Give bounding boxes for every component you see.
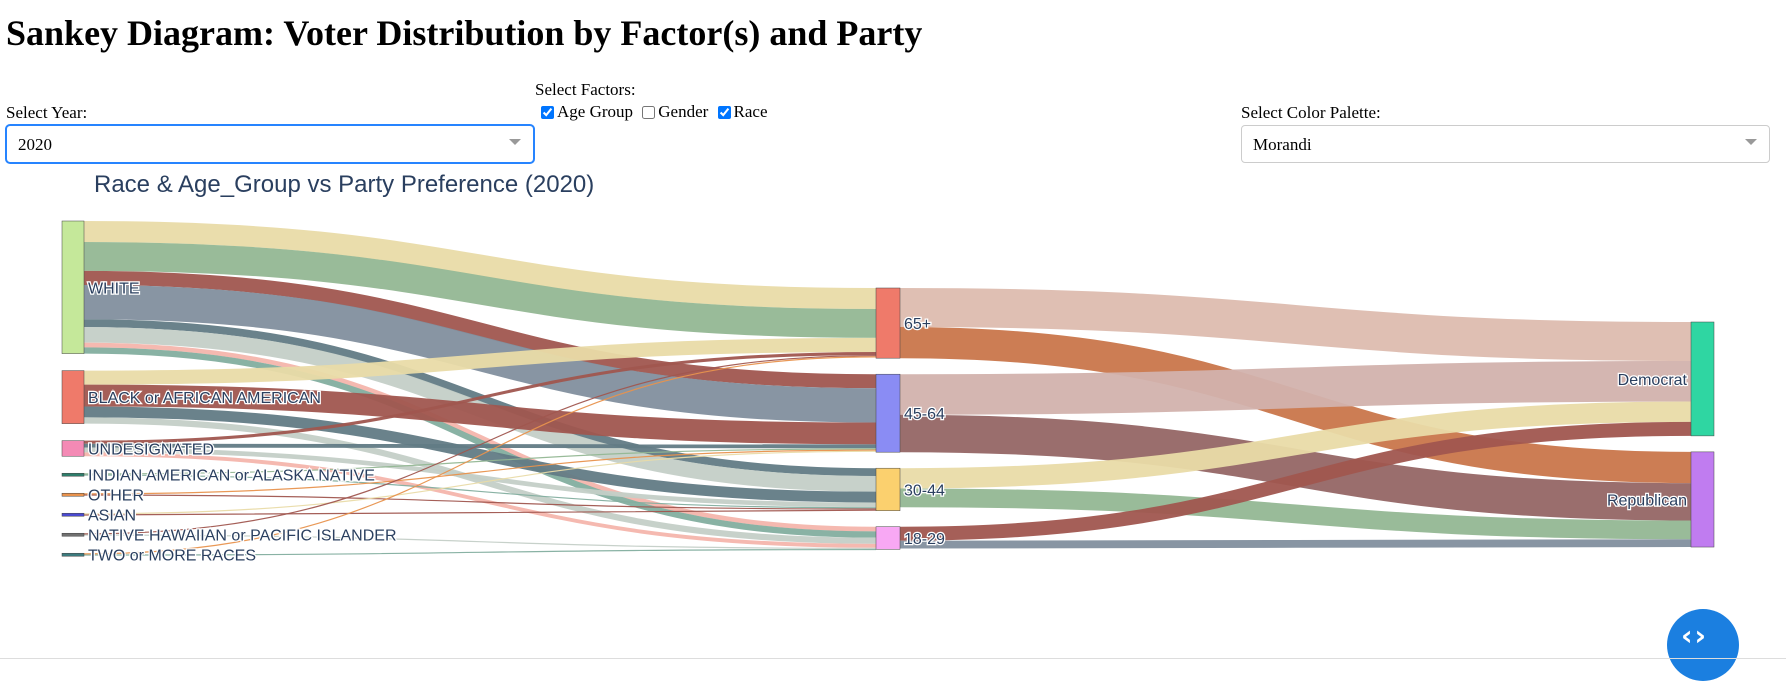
sankey-chart: Race & Age_Group vs Party Preference (20…: [61, 171, 1715, 566]
sankey-links: [83, 221, 1692, 556]
palette-dropdown-value: Morandi: [1253, 135, 1312, 154]
age-group-label: Age Group: [557, 102, 634, 121]
code-brackets-icon: ‹›: [1681, 619, 1709, 652]
sankey-link: [83, 474, 877, 509]
race-label: Race: [733, 102, 768, 121]
sankey-node: [875, 467, 901, 511]
sankey-node-label: OTHER: [88, 488, 144, 505]
sankey-node: [61, 492, 85, 497]
sankey-node: [875, 373, 901, 453]
sankey-link: [83, 448, 877, 475]
year-label: Select Year:: [6, 103, 88, 122]
sankey-link: [83, 494, 877, 510]
sankey-link: [83, 509, 877, 516]
sankey-node-label: 30-44: [904, 482, 945, 499]
sankey-node-label: 45-64: [904, 406, 945, 423]
sankey-link: [899, 421, 1692, 541]
sankey-node: [61, 552, 85, 557]
page-title: Sankey Diagram: Voter Distribution by Fa…: [6, 13, 923, 53]
race-checkbox[interactable]: [717, 105, 731, 119]
sankey-link: [83, 447, 877, 508]
sankey-link: [83, 452, 877, 548]
sankey-node-labels: WHITE BLACK or AFRICAN AMERICAN UNDESIGNAT…: [87, 279, 1689, 566]
code-nav-button[interactable]: ‹›: [1667, 609, 1739, 681]
sankey-link: [83, 534, 877, 549]
sankey-node-label: 18-29: [904, 531, 945, 548]
sankey-node-label: Republican: [1607, 492, 1687, 509]
sankey-node-label: UNDESIGNATED: [88, 441, 214, 458]
sankey-node: [61, 512, 85, 517]
sankey-node: [1690, 451, 1715, 548]
sankey-link: [83, 384, 877, 445]
year-dropdown-value: 2020: [18, 135, 52, 154]
sankey-link: [83, 417, 877, 544]
sankey-node-label: TWO or MORE RACES: [88, 548, 256, 565]
sankey-link: [83, 548, 877, 556]
sankey-link: [899, 401, 1692, 489]
palette-dropdown[interactable]: Morandi: [1241, 125, 1770, 163]
year-dropdown[interactable]: 2020: [6, 125, 534, 163]
sankey-link: [899, 288, 1692, 361]
gender-checkbox[interactable]: [642, 105, 656, 119]
sankey-link: [83, 284, 877, 423]
sankey-node-label: Democrat: [1618, 372, 1688, 389]
sankey-link: [83, 449, 877, 495]
factor-option-race[interactable]: Race: [716, 102, 768, 122]
sankey-node-label: ASIAN: [88, 508, 136, 525]
sankey-link: [83, 342, 877, 532]
sankey-node-label: INDIAN AMERICAN or ALASKA NATIVE: [88, 468, 375, 485]
sankey-node: [61, 472, 85, 477]
chevron-down-icon[interactable]: [509, 139, 521, 145]
sankey-link: [899, 361, 1692, 415]
sankey-node: [61, 532, 85, 537]
sankey-node: [875, 526, 901, 550]
chevron-down-icon[interactable]: [1745, 139, 1757, 145]
sankey-link: [83, 450, 877, 515]
sankey-link: [83, 242, 877, 338]
sankey-link: [899, 414, 1692, 521]
sankey-link: [83, 406, 877, 503]
gender-label: Gender: [658, 102, 709, 121]
factor-option-age-group[interactable]: Age Group: [539, 102, 633, 122]
sankey-node: [61, 440, 85, 457]
palette-label: Select Color Palette:: [1241, 103, 1381, 122]
sankey-node: [1690, 321, 1715, 437]
sankey-link: [83, 270, 877, 389]
sankey-node-label: 65+: [904, 316, 931, 333]
sankey-link: [83, 221, 877, 310]
sankey-nodes: [61, 220, 1715, 557]
sankey-node-label: BLACK or AFRICAN AMERICAN: [88, 390, 321, 407]
sankey-link: [83, 355, 877, 535]
sankey-link: [83, 337, 877, 385]
sankey-node-label: WHITE: [88, 280, 140, 297]
sankey-node: [61, 370, 85, 424]
factors-label: Select Factors:: [535, 80, 636, 99]
page-bottom-divider: [0, 658, 1786, 659]
sankey-node: [875, 287, 901, 359]
sankey-link: [83, 351, 877, 444]
sankey-link: [83, 356, 877, 555]
factor-checkboxes: Age Group Gender Race: [539, 102, 771, 124]
factor-option-gender[interactable]: Gender: [640, 102, 708, 122]
sankey-link: [83, 347, 877, 538]
sankey-link: [899, 488, 1692, 540]
sankey-node: [61, 220, 85, 354]
sankey-node-label: NATIVE HAWAIIAN or PACIFIC ISLANDER: [88, 528, 397, 545]
age-group-checkbox[interactable]: [541, 105, 554, 119]
sankey-link: [899, 539, 1692, 549]
chart-title: Race & Age_Group vs Party Preference (20…: [94, 171, 594, 198]
sankey-link: [83, 443, 877, 449]
